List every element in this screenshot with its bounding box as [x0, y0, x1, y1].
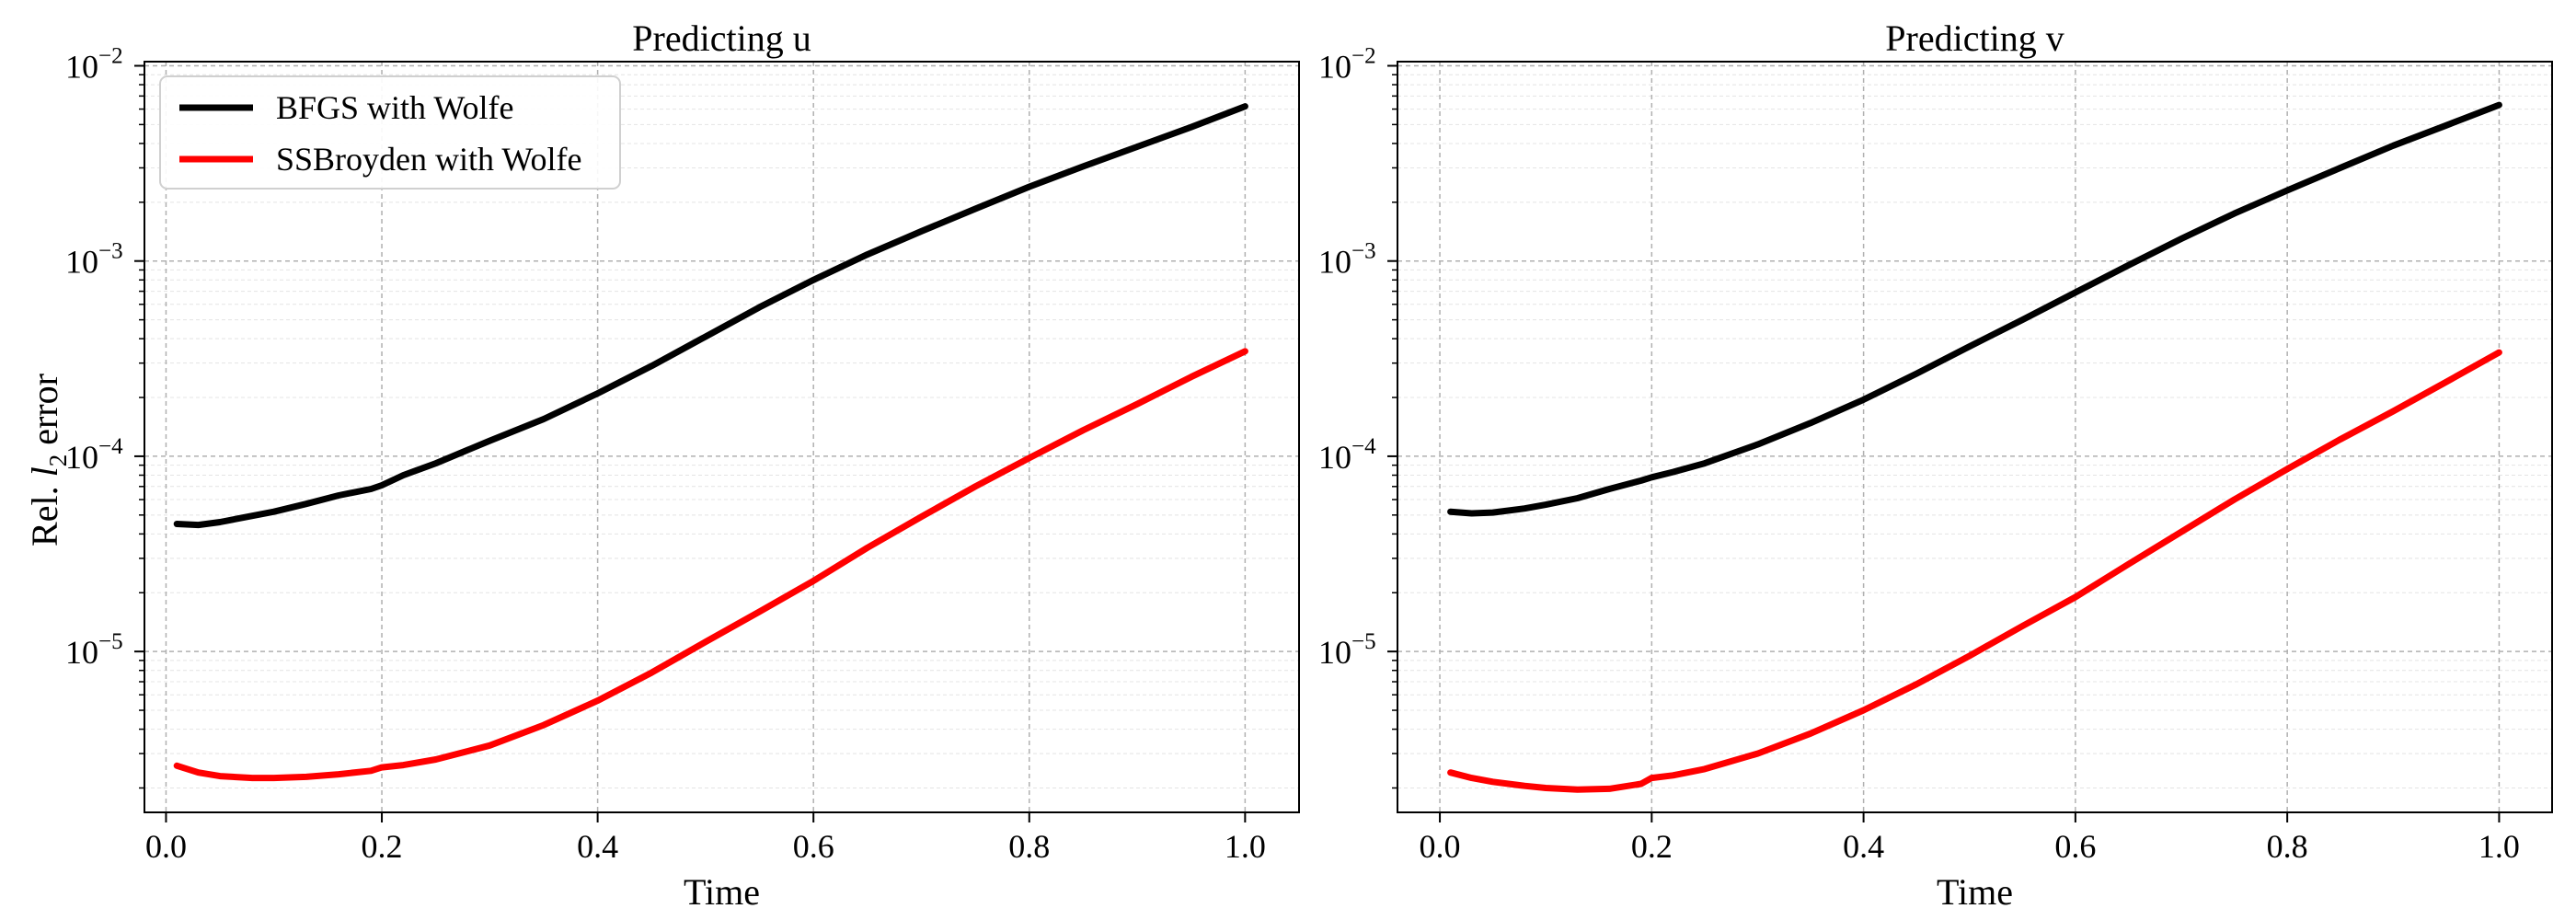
chart-predicting-u: 10−5 10−4 10−3 10−2 0.0 0.2 0.4 0.6 0.8 1.0 Predic…: [65, 17, 1300, 913]
chart-title: Predicting u: [632, 17, 811, 59]
y-tick-label: 10−5: [65, 629, 123, 671]
legend-label: BFGS with Wolfe: [276, 89, 513, 126]
x-tick-label: 0.8: [1008, 828, 1050, 865]
x-tick-label: 0.0: [1420, 828, 1461, 865]
series-line: [173, 348, 1248, 782]
y-tick-label: 10−4: [1318, 434, 1376, 476]
y-tick-label: 10−4: [65, 434, 123, 476]
x-tick-label: 0.6: [793, 828, 834, 865]
x-tick-label: 0.2: [1631, 828, 1673, 865]
y-tick-label: 10−5: [1318, 629, 1376, 671]
legend-box: [159, 75, 621, 190]
x-tick-label: 0.8: [2267, 828, 2308, 865]
x-tick-label: 1.0: [2478, 828, 2520, 865]
series-line: [173, 103, 1248, 529]
chart-predicting-v: 10−5 10−4 10−3 10−2 0.0 0.2 0.4 0.6 0.8 1.0 Predic…: [1318, 17, 2553, 913]
x-tick-label: 0.4: [1843, 828, 1884, 865]
y-tick-label: 10−3: [1318, 239, 1376, 281]
y-tick-label: 10−2: [65, 43, 123, 85]
y-tick-label: 10−2: [1318, 43, 1376, 85]
x-axis-label: Time: [684, 871, 760, 913]
x-tick-label: 0.6: [2054, 828, 2096, 865]
plot-frame: [1397, 61, 2553, 813]
x-tick-label: 0.2: [362, 828, 403, 865]
legend: BFGS with Wolfe SSBroyden with Wolfe: [159, 75, 621, 190]
series-line: [1447, 101, 2502, 517]
y-axis-label: Rel. l2 error: [24, 374, 72, 546]
y-tick-label: 10−3: [65, 239, 123, 281]
x-tick-label: 1.0: [1225, 828, 1266, 865]
x-axis-label: Time: [1937, 871, 2013, 913]
x-tick-label: 0.4: [577, 828, 618, 865]
legend-label: SSBroyden with Wolfe: [276, 141, 581, 178]
series-line: [1447, 349, 2502, 793]
plot-frame: [144, 61, 1300, 813]
chart-title: Predicting v: [1885, 17, 2064, 59]
x-tick-label: 0.0: [145, 828, 187, 865]
